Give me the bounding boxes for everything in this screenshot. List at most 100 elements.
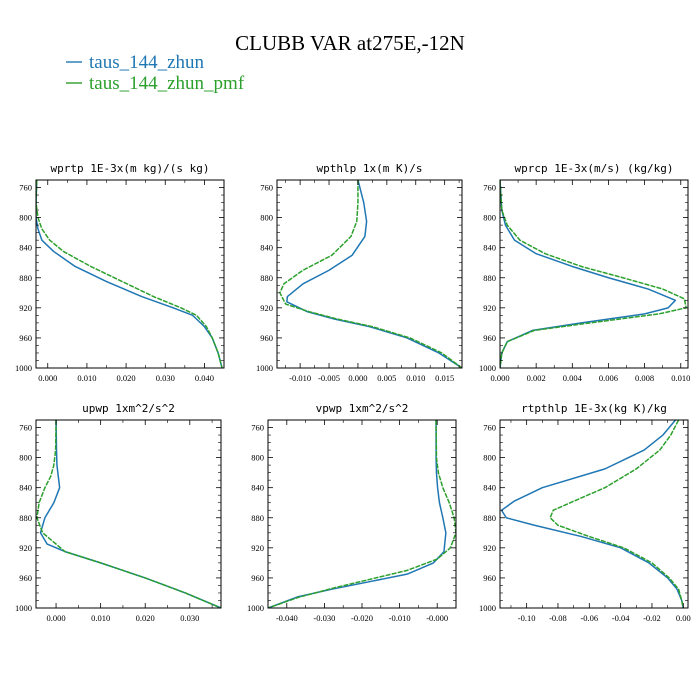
x-tick-label: 0.008 [635, 373, 654, 383]
y-tick-label: 920 [483, 303, 496, 313]
y-tick-label: 920 [260, 303, 273, 313]
x-tick-label: 0.020 [117, 373, 136, 383]
y-tick-label: 800 [19, 213, 32, 223]
y-tick-label: 800 [483, 213, 496, 223]
series-line-taus-144-zhun-pmf [36, 180, 223, 368]
x-tick-label: 0.000 [38, 373, 57, 383]
y-tick-label: 840 [260, 243, 273, 253]
y-tick-label: 760 [19, 183, 32, 193]
subplot-2: wpthlp 1x(m K)/s 760 800 840 880 920 960 1000 -0… [256, 162, 463, 383]
subplot-title: rtpthlp 1E-3x(kg K)/kg [521, 402, 667, 415]
subplot-title: wpthlp 1x(m K)/s [317, 162, 423, 175]
y-tick-label: 800 [251, 453, 264, 463]
y-tick-label: 880 [260, 273, 273, 283]
y-tick-label: 920 [19, 303, 32, 313]
x-tick-label: 0.000 [490, 373, 509, 383]
x-tick-label: 0.006 [599, 373, 618, 383]
x-tick-label: -0.000 [426, 613, 448, 623]
subplot-grid: wprtp 1E-3x(m kg)/(s kg) 760 800 840 880 920 9… [15, 162, 691, 623]
y-tick-label: 1000 [247, 603, 264, 613]
y-tick-label: 840 [19, 243, 32, 253]
x-tick-label: 0.010 [77, 373, 96, 383]
y-tick-label: 960 [260, 333, 273, 343]
y-tick-label: 880 [251, 513, 264, 523]
series-line-taus-144-zhun-pmf [500, 180, 687, 368]
legend-label-taus-144-zhun: taus_144_zhun [89, 52, 205, 73]
plot-frame [35, 419, 222, 609]
series-line-taus-144-zhun-pmf [549, 420, 685, 608]
y-tick-label: 880 [483, 273, 496, 283]
x-tick-label: 0.020 [136, 613, 155, 623]
subplot-3: wprcp 1E-3x(m/s) (kg/kg) 760 800 840 880 920 9… [479, 162, 690, 383]
x-tick-label: -0.030 [313, 613, 335, 623]
y-tick-label: 1000 [479, 603, 496, 613]
y-tick-label: 1000 [479, 363, 496, 373]
x-tick-label: 0.000 [348, 373, 367, 383]
y-tick-label: 800 [483, 453, 496, 463]
y-tick-label: 880 [483, 513, 496, 523]
y-tick-label: 840 [483, 243, 496, 253]
x-tick-label: -0.005 [318, 373, 340, 383]
y-tick-label: 760 [260, 183, 273, 193]
subplot-4: upwp 1xm^2/s^2 760 800 840 880 920 960 1000 0.00… [15, 402, 222, 623]
x-tick-label: 0.005 [377, 373, 396, 383]
y-tick-label: 960 [19, 573, 32, 583]
y-tick-label: 960 [483, 573, 496, 583]
y-tick-label: 1000 [15, 603, 32, 613]
plot-frame [276, 179, 463, 369]
series-line-taus-144-zhun-pmf [268, 420, 456, 608]
subplot-title: wprcp 1E-3x(m/s) (kg/kg) [515, 162, 674, 175]
y-tick-label: 880 [19, 513, 32, 523]
x-tick-label: -0.06 [580, 613, 598, 623]
subplot-title: upwp 1xm^2/s^2 [82, 402, 175, 415]
subplot-title: vpwp 1xm^2/s^2 [316, 402, 409, 415]
y-tick-label: 760 [483, 183, 496, 193]
plot-frame [499, 419, 689, 609]
x-tick-label: 0.030 [156, 373, 175, 383]
x-tick-label: 0.040 [195, 373, 214, 383]
x-tick-label: -0.010 [389, 613, 411, 623]
x-tick-label: -0.10 [518, 613, 536, 623]
y-tick-label: 1000 [256, 363, 273, 373]
x-tick-label: -0.04 [612, 613, 630, 623]
y-tick-label: 840 [251, 483, 264, 493]
x-tick-label: 0.010 [671, 373, 690, 383]
y-tick-label: 800 [260, 213, 273, 223]
legend-label-taus-144-zhun-pmf: taus_144_zhun_pmf [89, 73, 245, 94]
subplot-5: vpwp 1xm^2/s^2 760 800 840 880 920 960 1000 -0.0… [247, 402, 457, 623]
series-line-taus-144-zhun-pmf [36, 420, 221, 608]
figure-title: CLUBB VAR at275E,-12N [235, 31, 465, 55]
y-tick-label: 920 [19, 543, 32, 553]
y-tick-label: 840 [19, 483, 32, 493]
y-tick-label: 880 [19, 273, 32, 283]
x-tick-label: 0.010 [406, 373, 425, 383]
plot-frame [35, 179, 225, 369]
x-tick-label: 0.030 [180, 613, 199, 623]
x-tick-label: 0.015 [435, 373, 454, 383]
x-tick-label: 0.004 [563, 373, 583, 383]
x-tick-label: -0.08 [549, 613, 567, 623]
y-tick-label: 800 [19, 453, 32, 463]
y-tick-label: 920 [483, 543, 496, 553]
y-tick-label: 960 [251, 573, 264, 583]
subplot-1: wprtp 1E-3x(m kg)/(s kg) 760 800 840 880 920 9… [15, 162, 225, 383]
legend: taus_144_zhun taus_144_zhun_pmf [66, 52, 245, 94]
series-line-taus-144-zhun [268, 420, 447, 608]
y-tick-label: 1000 [15, 363, 32, 373]
x-tick-label: 0.002 [527, 373, 546, 383]
y-tick-label: 920 [251, 543, 264, 553]
x-tick-label: 0.000 [46, 613, 65, 623]
series-line-taus-144-zhun [500, 420, 685, 608]
x-tick-label: -0.02 [643, 613, 661, 623]
x-tick-label: 0.00 [676, 613, 691, 623]
x-tick-label: -0.010 [289, 373, 311, 383]
y-tick-label: 760 [19, 423, 32, 433]
subplot-6: rtpthlp 1E-3x(kg K)/kg 760 800 840 880 920 960… [479, 402, 691, 623]
x-tick-label: 0.010 [91, 613, 110, 623]
subplot-title: wprtp 1E-3x(m kg)/(s kg) [51, 162, 210, 175]
y-tick-label: 960 [483, 333, 496, 343]
series-line-taus-144-zhun [286, 180, 462, 368]
y-tick-label: 760 [251, 423, 264, 433]
